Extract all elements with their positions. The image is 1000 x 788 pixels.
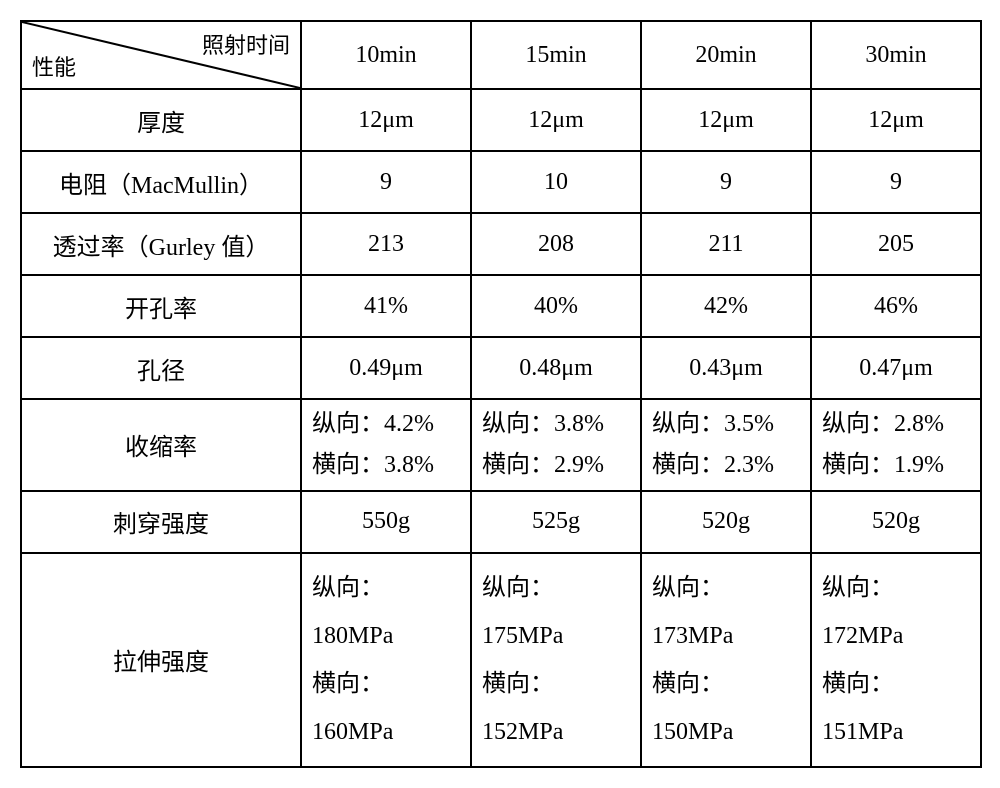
row-label-thickness: 厚度	[21, 89, 301, 151]
longitudinal-value: 173MPa	[652, 623, 733, 649]
cell: 12μm	[811, 89, 981, 151]
cell-shrinkage-1: 纵向：3.8% 横向：2.9%	[471, 399, 641, 491]
cell: 9	[641, 151, 811, 213]
cell: 12μm	[471, 89, 641, 151]
cell: 12μm	[641, 89, 811, 151]
transverse-value: 152MPa	[482, 719, 563, 745]
cell-tensile-1: 纵向： 175MPa 横向： 152MPa	[471, 553, 641, 767]
cell: 520g	[641, 491, 811, 553]
transverse-label: 横向：	[312, 452, 384, 478]
longitudinal-label: 纵向：	[312, 411, 384, 437]
longitudinal-label: 纵向：	[482, 575, 554, 601]
longitudinal-value: 2.8%	[894, 411, 944, 437]
cell-tensile-2: 纵向： 173MPa 横向： 150MPa	[641, 553, 811, 767]
transverse-value: 160MPa	[312, 719, 393, 745]
row-label-puncture: 刺穿强度	[21, 491, 301, 553]
cell: 213	[301, 213, 471, 275]
cell: 9	[301, 151, 471, 213]
cell: 12μm	[301, 89, 471, 151]
header-bottom-label: 性能	[32, 50, 76, 82]
transverse-value: 150MPa	[652, 719, 733, 745]
cell-shrinkage-0: 纵向：4.2% 横向：3.8%	[301, 399, 471, 491]
transverse-label: 横向：	[482, 452, 554, 478]
header-top-label: 照射时间	[202, 28, 290, 60]
longitudinal-value: 4.2%	[384, 411, 434, 437]
transverse-label: 横向：	[652, 452, 724, 478]
longitudinal-value: 175MPa	[482, 623, 563, 649]
table-row: 透过率（Gurley 值） 213 208 211 205	[21, 213, 981, 275]
row-label-porosity: 开孔率	[21, 275, 301, 337]
row-label-pore-size: 孔径	[21, 337, 301, 399]
cell: 0.49μm	[301, 337, 471, 399]
table-row-shrinkage: 收缩率 纵向：4.2% 横向：3.8% 纵向：3.8% 横向：2.9% 纵向：3…	[21, 399, 981, 491]
transverse-value: 2.9%	[554, 452, 604, 478]
diagonal-header-cell: 照射时间 性能	[21, 21, 301, 89]
transverse-label: 横向：	[482, 671, 554, 697]
cell: 10	[471, 151, 641, 213]
row-label-resistance: 电阻（MacMullin）	[21, 151, 301, 213]
cell-shrinkage-2: 纵向：3.5% 横向：2.3%	[641, 399, 811, 491]
transverse-value: 1.9%	[894, 452, 944, 478]
data-table: 照射时间 性能 10min 15min 20min 30min 厚度 12μm …	[20, 20, 982, 768]
longitudinal-label: 纵向：	[312, 575, 384, 601]
header-row: 照射时间 性能 10min 15min 20min 30min	[21, 21, 981, 89]
cell: 9	[811, 151, 981, 213]
cell: 550g	[301, 491, 471, 553]
cell-tensile-3: 纵向： 172MPa 横向： 151MPa	[811, 553, 981, 767]
transverse-value: 3.8%	[384, 452, 434, 478]
col-header-3: 30min	[811, 21, 981, 89]
longitudinal-label: 纵向：	[652, 411, 724, 437]
col-header-0: 10min	[301, 21, 471, 89]
table-row: 刺穿强度 550g 525g 520g 520g	[21, 491, 981, 553]
transverse-label: 横向：	[822, 671, 894, 697]
cell: 40%	[471, 275, 641, 337]
longitudinal-value: 180MPa	[312, 623, 393, 649]
transverse-value: 151MPa	[822, 719, 903, 745]
cell: 205	[811, 213, 981, 275]
col-header-2: 20min	[641, 21, 811, 89]
table-row: 电阻（MacMullin） 9 10 9 9	[21, 151, 981, 213]
transverse-label: 横向：	[822, 452, 894, 478]
cell: 208	[471, 213, 641, 275]
row-label-tensile: 拉伸强度	[21, 553, 301, 767]
row-label-shrinkage: 收缩率	[21, 399, 301, 491]
cell: 520g	[811, 491, 981, 553]
longitudinal-label: 纵向：	[482, 411, 554, 437]
cell: 525g	[471, 491, 641, 553]
table-row-tensile: 拉伸强度 纵向： 180MPa 横向： 160MPa 纵向： 175MPa 横向…	[21, 553, 981, 767]
transverse-label: 横向：	[312, 671, 384, 697]
table-row: 开孔率 41% 40% 42% 46%	[21, 275, 981, 337]
longitudinal-value: 3.5%	[724, 411, 774, 437]
cell: 211	[641, 213, 811, 275]
cell-tensile-0: 纵向： 180MPa 横向： 160MPa	[301, 553, 471, 767]
longitudinal-label: 纵向：	[822, 575, 894, 601]
cell: 0.43μm	[641, 337, 811, 399]
cell: 0.48μm	[471, 337, 641, 399]
longitudinal-value: 3.8%	[554, 411, 604, 437]
table-row: 孔径 0.49μm 0.48μm 0.43μm 0.47μm	[21, 337, 981, 399]
cell-shrinkage-3: 纵向：2.8% 横向：1.9%	[811, 399, 981, 491]
table-row: 厚度 12μm 12μm 12μm 12μm	[21, 89, 981, 151]
longitudinal-label: 纵向：	[652, 575, 724, 601]
cell: 41%	[301, 275, 471, 337]
row-label-permeability: 透过率（Gurley 值）	[21, 213, 301, 275]
cell: 46%	[811, 275, 981, 337]
col-header-1: 15min	[471, 21, 641, 89]
cell: 0.47μm	[811, 337, 981, 399]
transverse-value: 2.3%	[724, 452, 774, 478]
transverse-label: 横向：	[652, 671, 724, 697]
longitudinal-label: 纵向：	[822, 411, 894, 437]
cell: 42%	[641, 275, 811, 337]
longitudinal-value: 172MPa	[822, 623, 903, 649]
